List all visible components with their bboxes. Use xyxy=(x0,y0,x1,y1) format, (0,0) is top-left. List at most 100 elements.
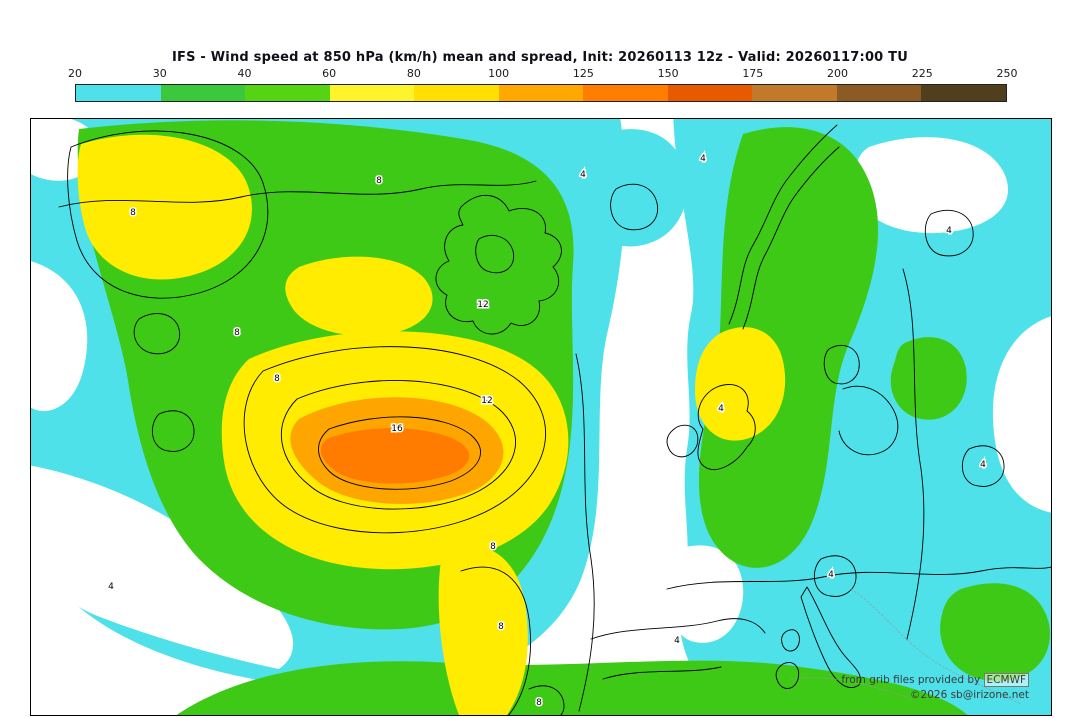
contour-value-label: 12 xyxy=(477,300,488,310)
contour-line xyxy=(528,685,565,715)
contour-line xyxy=(610,183,659,231)
white-region-left xyxy=(31,261,88,412)
contour-value-label: 4 xyxy=(674,636,680,646)
contour-value-label: 12 xyxy=(481,396,492,406)
colorbar-segment xyxy=(836,85,922,101)
contour-line xyxy=(243,346,547,534)
coastline-island xyxy=(781,629,800,652)
colorbar-segment xyxy=(245,85,330,101)
contour-line xyxy=(924,209,974,257)
white-region-right xyxy=(992,316,1051,513)
contour-value-label: 4 xyxy=(718,404,724,414)
colorbar-tick-labels: 20 30 40 60 80 100 125 150 175 200 225 250 xyxy=(68,67,1018,82)
colorbar-segment xyxy=(583,85,668,101)
colorbar-segment xyxy=(752,85,837,101)
contour-line xyxy=(460,566,532,715)
coastline-ireland xyxy=(666,424,699,458)
contour-line xyxy=(902,268,925,640)
colorbar-segment xyxy=(498,85,584,101)
contour-value-label: 4 xyxy=(108,582,114,592)
contour-value-label: 4 xyxy=(580,170,586,180)
coastline-denmark xyxy=(823,345,860,385)
coastline xyxy=(435,194,562,335)
colorbar-tick: 100 xyxy=(488,67,510,80)
coastline-baltic xyxy=(838,385,899,456)
attribution-copyright: ©2026 sb@irizone.net xyxy=(910,689,1029,701)
contour-value-label: 8 xyxy=(234,328,240,338)
colorbar-tick: 60 xyxy=(322,67,337,80)
colorbar-tick: 20 xyxy=(68,67,82,80)
contour-line xyxy=(133,313,181,355)
colorbar-tick: 250 xyxy=(996,67,1018,80)
green-region-east-patch xyxy=(890,337,967,420)
colorbar-segment xyxy=(76,85,161,101)
contour-value-label: 4 xyxy=(700,154,706,164)
contour-lines xyxy=(58,124,1051,715)
border-line-dashed xyxy=(790,677,912,700)
contour-value-label: 8 xyxy=(274,374,280,384)
green-region-southeast xyxy=(940,583,1050,682)
white-region-center xyxy=(668,545,744,643)
colorbar-tick: 150 xyxy=(657,67,679,80)
colorbar-tick: 80 xyxy=(406,67,421,80)
contour-line xyxy=(58,180,537,208)
contour-line xyxy=(962,445,1005,487)
contour-value-label: 8 xyxy=(498,622,504,632)
coastline-island xyxy=(775,662,800,689)
coastline-mediterranean xyxy=(666,566,1051,590)
deep-orange-region-core xyxy=(320,428,470,484)
border-line-dashed xyxy=(850,588,1022,705)
coastline-iberia xyxy=(602,666,722,680)
yellow-region-south-band xyxy=(438,544,528,715)
colorbar-tick: 125 xyxy=(572,67,594,80)
chart-title: IFS - Wind speed at 850 hPa (km/h) mean … xyxy=(172,50,908,65)
contour-value-label: 4 xyxy=(828,570,834,580)
white-region-southwest-wedge xyxy=(31,465,294,669)
yellow-region-northsea xyxy=(695,327,786,441)
yellow-region-center-streak xyxy=(285,256,433,336)
colorbar-tick: 200 xyxy=(827,67,849,80)
colorbar-tick: 30 xyxy=(152,67,167,80)
colorbar-tick: 40 xyxy=(237,67,252,80)
contour-line xyxy=(281,380,516,510)
yellow-region-northwest xyxy=(77,134,252,280)
contour-line xyxy=(814,555,857,597)
colorbar-tick: 225 xyxy=(911,67,933,80)
coastline-iberia xyxy=(590,618,766,640)
wind-speed-map: 8 4 8 8 12 16 12 8 8 8 4 4 4 4 4 8 4 4 xyxy=(31,119,1051,715)
colorbar-segment xyxy=(160,85,246,101)
contour-line xyxy=(575,353,595,712)
attribution-source-line: from grib files provided by ECMWF xyxy=(841,673,1029,688)
green-region-east-band xyxy=(698,127,879,568)
colorbar-segment xyxy=(414,85,499,101)
coastline-italy xyxy=(800,586,861,688)
contour-value-labels: 8 4 8 8 12 16 12 8 8 8 4 4 4 4 4 8 4 4 xyxy=(107,153,988,710)
green-region-bottom-strip xyxy=(176,660,968,715)
colorbar-segment xyxy=(921,85,1007,101)
attribution-prefix: from grib files provided by xyxy=(841,674,984,686)
colorbar-segment xyxy=(667,85,753,101)
colorbar-scale xyxy=(75,84,1007,102)
filled-wind-speed-regions xyxy=(31,119,1051,715)
contour-value-label: 8 xyxy=(536,698,542,708)
contour-value-label: 16 xyxy=(391,424,403,434)
colorbar: 20 30 40 60 80 100 125 150 175 200 225 250 xyxy=(68,67,1018,105)
white-region-topright xyxy=(852,137,1009,234)
contour-line xyxy=(318,416,481,490)
coastline-uk xyxy=(697,384,756,470)
contour-value-label: 4 xyxy=(980,460,986,470)
colorbar-segment xyxy=(329,85,415,101)
cyan-region-ridge-top xyxy=(578,129,687,247)
contour-line xyxy=(67,130,269,299)
contour-value-label: 8 xyxy=(490,542,496,552)
coastline xyxy=(475,235,515,274)
contour-line xyxy=(152,410,195,452)
map-frame: 8 4 8 8 12 16 12 8 8 8 4 4 4 4 4 8 4 4 from grib files pr… xyxy=(30,118,1052,716)
contour-value-label: 8 xyxy=(376,176,382,186)
contour-value-label: 8 xyxy=(130,208,136,218)
coastline-norway-inner xyxy=(742,146,840,330)
ecmwf-label: ECMWF xyxy=(983,673,1029,687)
contour-value-label: 4 xyxy=(946,226,952,236)
attribution: from grib files provided by ECMWF ©2026 … xyxy=(841,673,1029,703)
colorbar-tick: 175 xyxy=(742,67,764,80)
